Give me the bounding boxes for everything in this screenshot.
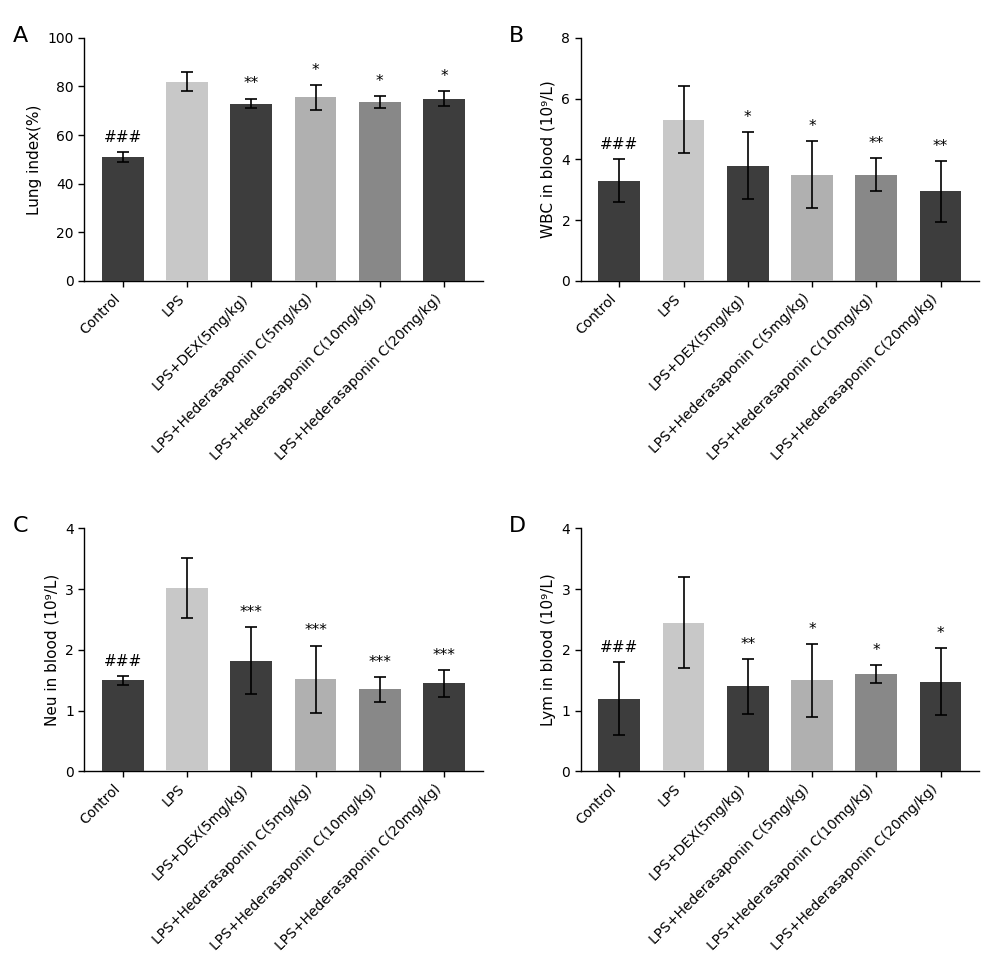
Y-axis label: Lym in blood (10⁹/L): Lym in blood (10⁹/L) [541, 574, 556, 727]
Bar [663, 120, 704, 281]
Bar [423, 98, 465, 281]
Bar [727, 166, 769, 281]
Bar [791, 174, 833, 281]
Text: C: C [13, 516, 28, 537]
Bar [230, 103, 272, 281]
Text: *: * [808, 119, 816, 133]
Text: ***: *** [368, 655, 391, 670]
Text: A: A [13, 25, 28, 46]
Text: ###: ### [600, 640, 638, 655]
Bar [295, 97, 336, 281]
Text: **: ** [933, 138, 948, 154]
Text: *: * [744, 110, 752, 125]
Text: B: B [509, 25, 524, 46]
Bar [166, 82, 208, 281]
Bar [295, 679, 336, 771]
Bar [920, 191, 961, 281]
Text: ###: ### [104, 130, 142, 145]
Y-axis label: Neu in blood (10⁹/L): Neu in blood (10⁹/L) [44, 574, 59, 726]
Text: *: * [937, 625, 944, 641]
Bar [598, 181, 640, 281]
Y-axis label: WBC in blood (10⁹/L): WBC in blood (10⁹/L) [541, 81, 556, 239]
Text: **: ** [740, 637, 755, 652]
Text: **: ** [869, 135, 884, 151]
Text: *: * [376, 74, 384, 89]
Text: D: D [509, 516, 526, 537]
Bar [102, 680, 144, 771]
Text: ###: ### [600, 137, 638, 152]
Text: *: * [873, 643, 880, 657]
Bar [727, 687, 769, 771]
Bar [791, 680, 833, 771]
Text: ***: *** [304, 623, 327, 638]
Bar [102, 157, 144, 281]
Text: ***: *** [240, 605, 263, 620]
Bar [230, 660, 272, 771]
Bar [359, 690, 401, 771]
Bar [423, 684, 465, 771]
Text: *: * [440, 69, 448, 84]
Text: ###: ### [104, 654, 142, 669]
Text: ***: *** [433, 648, 456, 662]
Text: *: * [312, 63, 319, 78]
Bar [166, 588, 208, 771]
Bar [855, 674, 897, 771]
Bar [598, 698, 640, 771]
Bar [920, 682, 961, 771]
Bar [663, 622, 704, 771]
Bar [359, 102, 401, 281]
Text: *: * [808, 621, 816, 637]
Text: **: ** [244, 76, 259, 92]
Bar [855, 174, 897, 281]
Y-axis label: Lung index(%): Lung index(%) [27, 104, 42, 214]
